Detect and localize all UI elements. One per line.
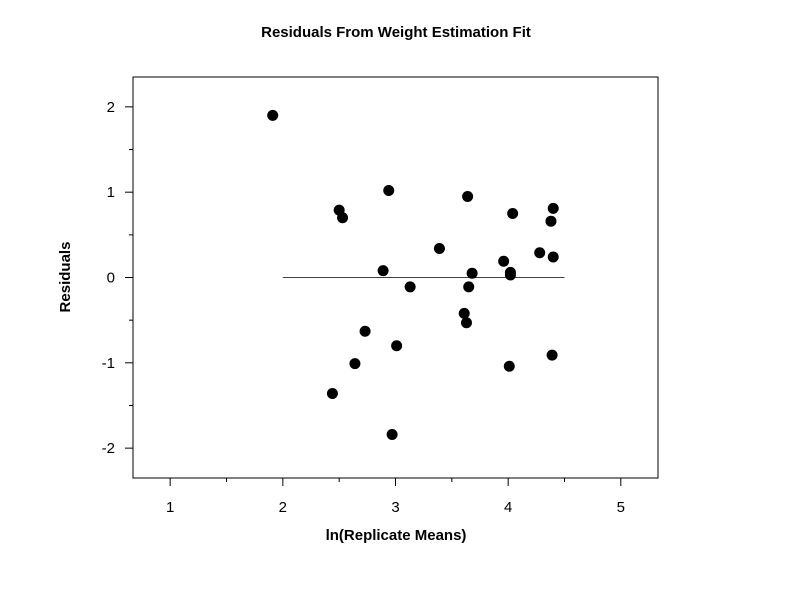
data-point [503,360,515,372]
data-point [383,184,395,196]
x-tick-label: 5 [617,499,625,516]
data-point [460,317,472,329]
data-point [337,212,349,224]
data-point [545,215,557,227]
y-tick-label: -2 [102,440,115,457]
data-point [458,307,470,319]
x-axis-label: ln(Replicate Means) [326,527,467,544]
data-point [463,281,475,293]
data-point [507,208,519,220]
x-tick-label: 1 [166,499,174,516]
data-point [386,428,398,440]
data-point [391,340,403,352]
data-point [267,109,279,121]
data-points [267,109,559,440]
y-tick-label: 0 [107,270,115,287]
y-axis-ticks: -2 -1 0 1 2 [102,99,133,457]
x-axis-ticks: 1 2 3 4 5 [166,478,625,516]
data-point [359,325,371,337]
data-point [504,266,516,278]
data-point [433,242,445,254]
data-point [326,388,338,400]
data-point [462,190,474,202]
chart-title: Residuals From Weight Estimation Fit [261,24,531,41]
y-axis-label: Residuals [57,242,74,313]
data-point [534,247,546,259]
data-point [466,267,478,279]
y-tick-label: 2 [107,99,115,116]
data-point [377,265,389,277]
x-tick-label: 2 [279,499,287,516]
data-point [547,251,559,263]
data-point [547,202,559,214]
data-point [498,255,510,267]
y-tick-label: 1 [107,184,115,201]
y-tick-label: -1 [102,355,115,372]
data-point [404,281,416,293]
data-point [349,358,361,370]
data-point [546,349,558,361]
x-tick-label: 4 [504,499,512,516]
x-tick-label: 3 [391,499,399,516]
